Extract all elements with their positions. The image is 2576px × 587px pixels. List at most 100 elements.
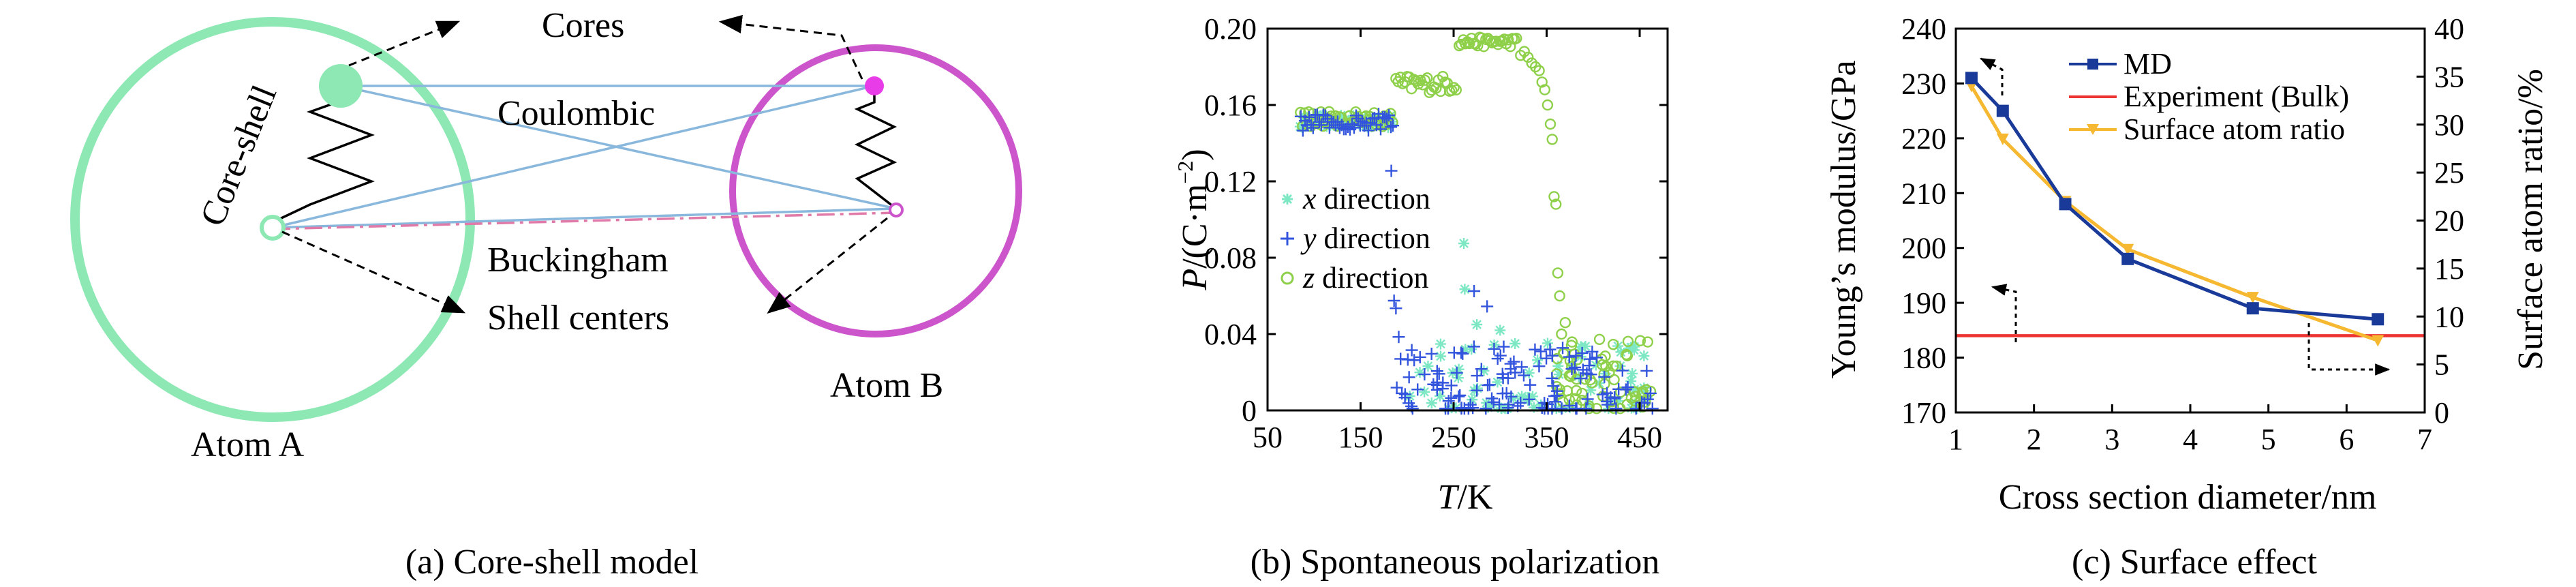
y-direction-point [1411,383,1424,396]
x-direction-point [1523,367,1535,379]
legend-marker-surface-ratio [2087,124,2099,135]
arrow-to-shell-centers-label [767,217,888,314]
label-cores: Cores [542,6,624,45]
panel-c-surface-effect: 1 2 3 4 5 6 7 170 180 190 200 210 220 230 240 0 5 10 15 20 2… [1824,12,2550,582]
coulombic-bond-line [272,207,897,229]
z-direction-point [1550,198,1562,210]
y-direction-point [1515,361,1528,374]
surface-ratio-point [2121,243,2134,256]
legend-marker-z-direction [1281,271,1294,285]
buckingham-bond-line [272,211,897,230]
z-direction-point [1511,32,1522,44]
z-direction-point [1608,338,1619,350]
z-direction-point [1529,61,1542,73]
caption-a: (a) Core-shell model [405,543,699,582]
y-direction-point [1549,395,1562,408]
caption-c: (c) Surface effect [2072,543,2317,582]
chart-c-y-tick-label: 190 [1901,286,1946,320]
chart-b-x-axis-label: T/K [1438,478,1493,517]
caption-b: (b) Spontaneous polarization [1251,543,1660,582]
chart-b-x-tick-label: 350 [1524,421,1569,454]
chart-c-y2-tick-label: 0 [2434,396,2449,430]
left-axis-indicator-arrow [1980,57,2004,95]
chart-b-data-points [1294,31,1659,415]
chart-b-x-tick-label: 450 [1617,421,1662,454]
y-direction-point [1646,402,1659,415]
y-direction-point [1402,371,1415,384]
z-direction-point [1565,340,1578,351]
y-direction-point [1439,402,1452,415]
z-direction-point [1600,361,1612,372]
chart-b-y-tick-label: 0.08 [1204,241,1257,275]
x-direction-point [1625,342,1637,353]
y-direction-point [1555,402,1568,415]
label-atom-b: Atom B [830,366,943,405]
y-direction-point [1383,109,1396,122]
z-direction-point [1642,336,1654,348]
y-direction-point [1362,124,1375,137]
y-direction-point [1467,340,1480,353]
z-direction-point [1542,99,1554,111]
md-point [1965,72,1978,85]
y-direction-point [1349,109,1362,122]
x-direction-point [1494,325,1506,336]
chart-b-y-tick-label: 0.20 [1204,12,1257,46]
chart-c-y-tick-label: 200 [1901,232,1946,265]
z-direction-point [1608,374,1620,386]
z-direction-point [1629,395,1641,407]
y-direction-point [1436,382,1449,395]
y-direction-point [1454,389,1467,402]
y-direction-point [1497,340,1510,353]
y-direction-point [1557,342,1569,355]
y-direction-point [1616,364,1629,377]
chart-c-y-tick-label: 240 [1901,12,1946,46]
label-buckingham: Buckingham [487,241,669,280]
z-direction-point [1570,385,1582,397]
y-direction-point [1533,360,1546,373]
y-direction-point [1640,364,1653,377]
legend-label-surface-ratio: Surface atom ratio [2123,112,2345,146]
z-direction-point [1448,82,1460,93]
x-direction-point [1452,372,1464,384]
x-direction-point [1458,238,1470,249]
y-direction-point [1447,346,1460,359]
y-direction-point [1550,385,1563,397]
chart-b-plot-frame [1266,27,1669,412]
y-direction-point [1313,115,1325,128]
y-direction-point [1517,369,1530,382]
chart-c-x-tick-label: 2 [2027,423,2042,456]
legend-label-x-direction: x direction [1302,182,1430,215]
y-direction-point [1458,402,1471,415]
x-direction-point [1509,338,1521,349]
core-shell-spring-b [854,86,898,210]
y-direction-point [1432,367,1445,380]
chart-b-y-tick-label: 0.12 [1204,165,1257,198]
y-direction-point [1471,384,1484,397]
y-direction-point [1540,352,1553,365]
right-axis-indicator-arrow [2307,323,2391,376]
chart-b-legend: x direction y direction z direction [1281,182,1430,295]
x-direction-point [1627,367,1638,379]
y-direction-point [1482,379,1494,392]
z-direction-point [1539,84,1551,95]
legend-marker-y-direction [1281,232,1294,245]
z-direction-point [1446,85,1458,96]
y-direction-point [1302,110,1315,123]
x-direction-point [1638,350,1650,362]
md-point [2121,252,2134,265]
y-direction-point [1456,347,1469,360]
chart-c-x-tick-label: 5 [2261,423,2276,456]
surface-ratio-point [2246,292,2259,304]
y-direction-point [1598,370,1611,383]
chart-c-y-tick-label: 210 [1901,177,1946,210]
z-direction-point [1450,84,1462,95]
chart-c-y-tick-label: 180 [1901,342,1946,375]
y-direction-point [1604,391,1617,404]
chart-b-ticks: 50 150 250 350 450 0 0.04 0.08 0.12 0.16 0.20 [1204,12,1668,454]
chart-c-ticks: 1 2 3 4 5 6 7 170 180 190 200 210 220 230 240 0 5 10 15 20 2… [1901,12,2464,456]
z-direction-point [1593,333,1606,345]
chart-c-series [1956,72,2425,347]
y-direction-point [1479,402,1492,415]
label-shell-centers: Shell centers [487,299,669,337]
z-direction-point [1556,328,1567,340]
